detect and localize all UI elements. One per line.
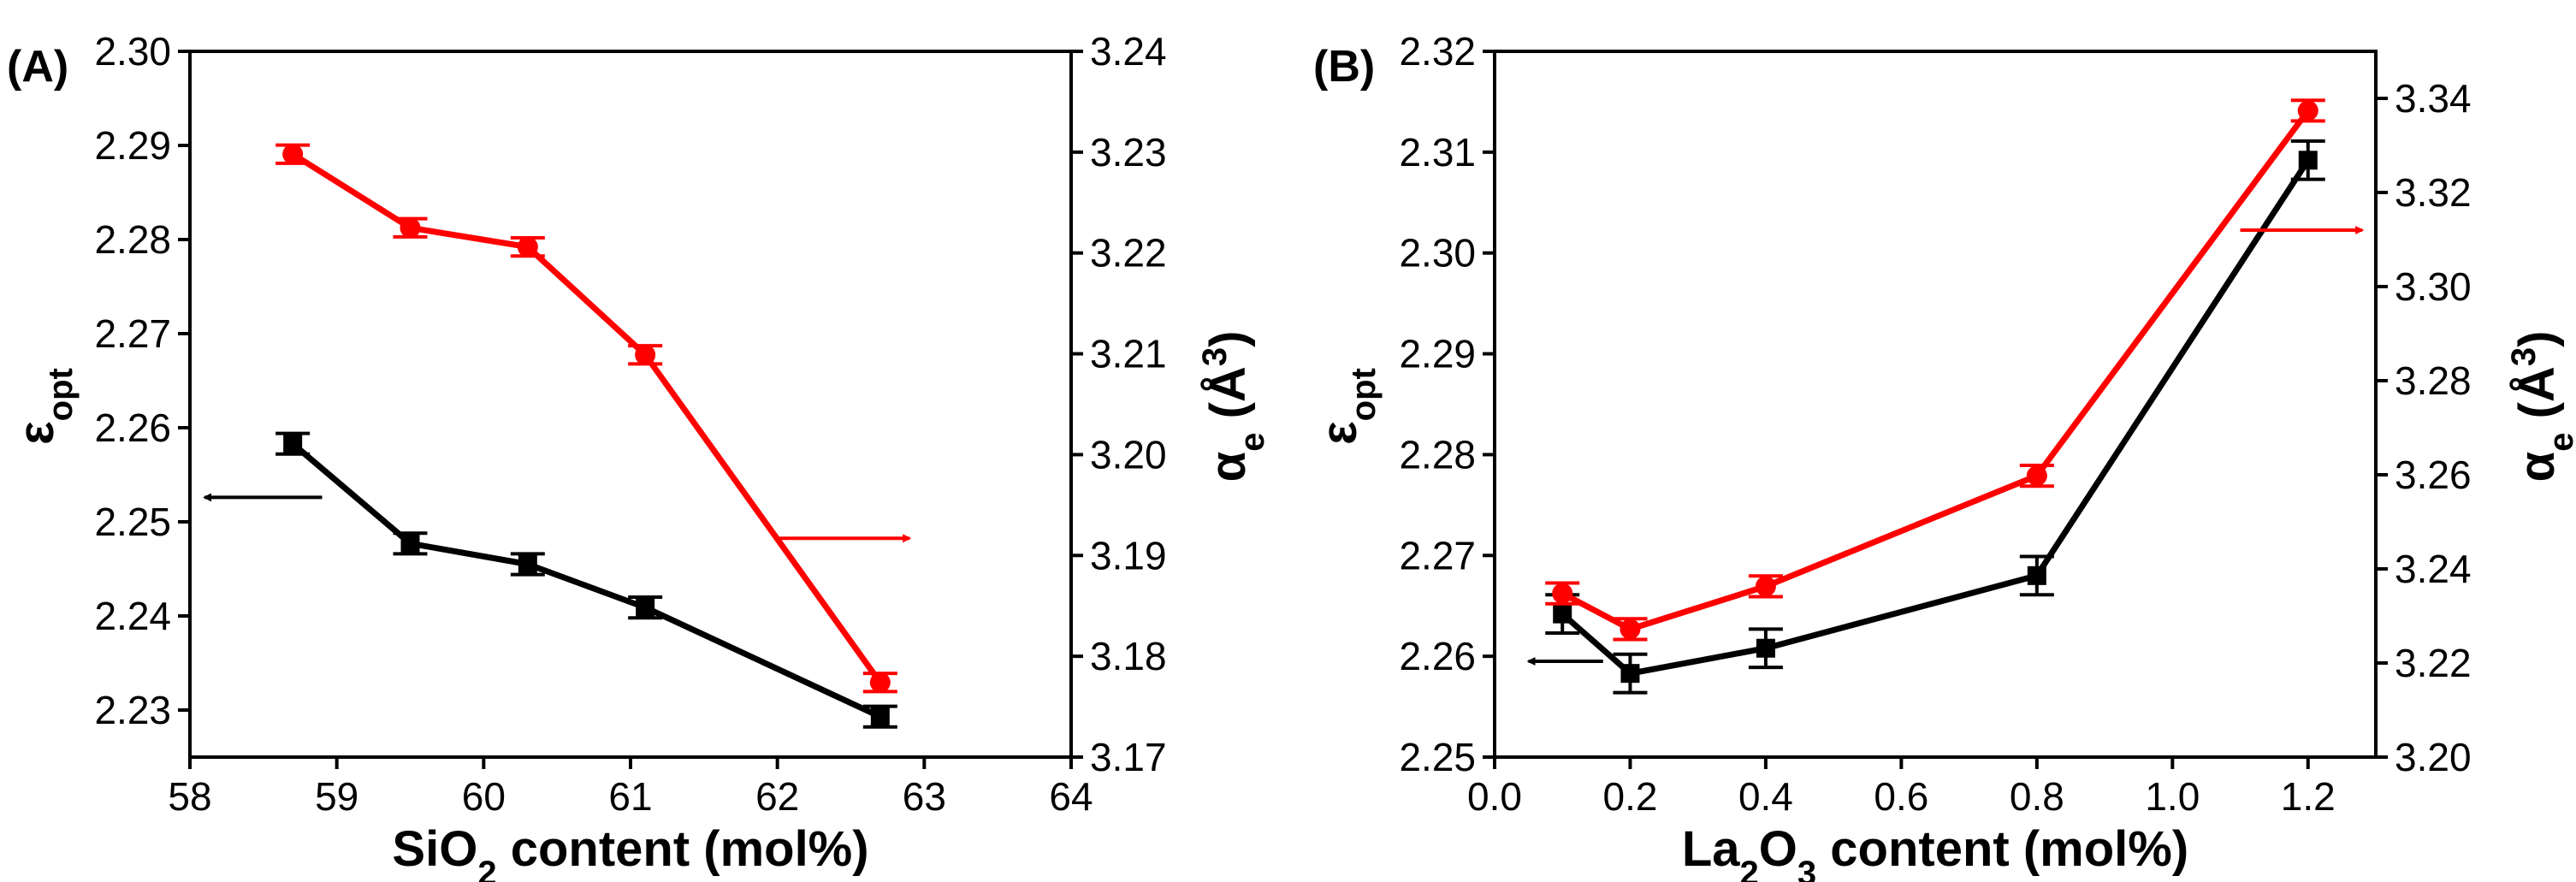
data-point-circle [400,217,421,239]
y-left-tick-label: 2.25 [1399,735,1476,779]
panel-b-series-right [1545,98,2325,642]
y-left-tick-label: 2.28 [94,217,171,262]
x-tick-label: 1.2 [2281,774,2336,819]
data-point-square [518,554,537,574]
data-point-square [283,434,303,453]
y-right-tick-label: 3.32 [2395,170,2472,215]
data-point-square [400,534,420,553]
data-point-circle [1755,576,1776,597]
x-tick-label: 0.6 [1874,774,1928,819]
panel-a-series-left [275,431,897,729]
panel-a-x-axis-title: SiO2 content (mol%) [392,821,868,882]
x-tick-label: 59 [315,774,358,819]
y-right-tick-label: 3.28 [2395,358,2472,403]
y-right-tick-label: 3.20 [2395,735,2472,779]
data-point-circle [2297,100,2318,121]
data-point-square [2027,565,2046,585]
x-tick-label: 0.2 [1602,774,1657,819]
series-line-right [291,151,883,684]
x-tick-label: 60 [462,774,506,819]
y-left-tick-label: 2.29 [94,123,171,168]
series-line-left [290,441,882,719]
data-point-circle [1620,619,1641,640]
panel-b-y-right-ticks: 3.20 3.22 3.24 3.26 3.28 3.30 3.32 3.34 [2376,76,2472,779]
data-point-square [1553,604,1572,624]
panel-a-y-left-axis-title: εopt [9,368,80,445]
y-left-tick-label: 2.25 [94,500,171,544]
y-right-tick-label: 3.18 [1090,634,1167,678]
y-right-tick-label: 3.24 [2395,547,2472,591]
y-right-tick-label: 3.21 [1090,332,1167,376]
x-tick-label: 63 [903,774,946,819]
y-right-tick-label: 3.19 [1090,533,1167,577]
panel-b-x-ticks: 0.0 0.2 0.4 0.6 0.8 1.0 1.2 [1467,757,2336,819]
series-line-left [1560,158,2311,677]
data-point-square [1620,664,1640,684]
y-left-tick-label: 2.23 [94,688,171,732]
panel-a-y-right-axis-title: αe (Å3) [1196,331,1271,482]
panel-b-plot-frame [1493,50,2378,759]
x-tick-label: 58 [168,774,211,819]
data-point-circle [869,672,891,693]
y-right-tick-label: 3.20 [1090,432,1167,477]
y-right-tick-label: 3.22 [2395,641,2472,685]
x-tick-label: 0.8 [2010,774,2064,819]
y-right-tick-label: 3.17 [1090,735,1167,779]
panel-b-x-axis-title: La2O3 content (mol%) [1682,821,2188,882]
panel-a-x-ticks: 58 59 60 61 62 63 64 [168,757,1093,819]
panel-b-y-left-ticks: 2.25 2.26 2.27 2.28 2.29 2.30 2.31 2.32 [1399,29,1495,779]
panel-b-label: (B) [1313,42,1375,92]
data-point-circle [635,344,656,365]
data-point-square [1756,638,1775,658]
y-left-tick-label: 2.30 [94,29,171,74]
panel-a-arrows [203,493,912,543]
panel-b: (B) 0.0 0.2 0.4 0.6 0.8 1.0 1.2 2.252.262.272.… [1312,29,2576,882]
y-right-tick-label: 3.24 [1090,29,1167,74]
panel-b-arrows [1526,226,2365,666]
panel-a: (A) 58 59 60 61 62 63 64 2.232.242.252.262.272… [7,29,1271,882]
data-point-circle [1552,583,1573,604]
y-right-tick-label: 3.23 [1090,130,1167,175]
panel-a-plot-frame [188,50,1073,759]
y-left-tick-label: 2.32 [1399,29,1476,74]
data-point-circle [282,144,304,165]
data-point-square [636,598,655,618]
data-point-square [2298,151,2318,170]
y-right-tick-label: 3.22 [1090,231,1167,275]
y-left-tick-label: 2.26 [94,405,171,450]
panel-a-y-left-ticks: 2.23 2.24 2.25 2.26 2.27 2.28 2.29 2.30 [94,29,190,732]
y-left-tick-label: 2.29 [1399,332,1476,376]
data-point-circle [517,236,538,257]
y-left-tick-label: 2.24 [94,594,171,638]
x-tick-label: 0.0 [1467,774,1522,819]
x-tick-label: 61 [608,774,652,819]
y-left-tick-label: 2.28 [1399,432,1476,477]
y-right-tick-label: 3.34 [2395,76,2472,121]
y-left-tick-label: 2.27 [1399,533,1476,577]
panel-a-y-right-ticks: 3.17 3.18 3.19 3.20 3.21 3.22 3.23 3.24 [1071,29,1167,779]
data-point-circle [2026,465,2047,487]
panel-a-label: (A) [7,42,68,92]
x-tick-label: 64 [1049,774,1093,819]
panel-a-series-right [275,143,897,694]
y-left-tick-label: 2.30 [1399,231,1476,275]
panel-b-y-right-axis-title: αe (Å3) [2505,331,2576,482]
y-left-tick-label: 2.27 [94,311,171,356]
x-tick-label: 62 [755,774,799,819]
x-tick-label: 0.4 [1738,774,1793,819]
panel-b-y-left-axis-title: εopt [1312,368,1383,445]
x-tick-label: 1.0 [2145,774,2200,819]
y-right-tick-label: 3.30 [2395,264,2472,309]
y-left-tick-label: 2.26 [1399,634,1476,678]
series-line-right [1560,109,2311,632]
y-right-tick-label: 3.26 [2395,453,2472,497]
y-left-tick-label: 2.31 [1399,130,1476,175]
panel-b-series-left [1545,139,2325,695]
data-point-square [870,707,890,726]
